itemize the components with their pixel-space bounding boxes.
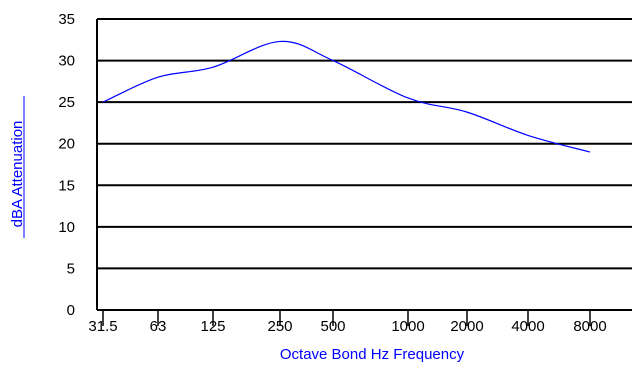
axes — [96, 19, 632, 311]
series-line-0 — [102, 40, 591, 153]
y-tick-label-25: 25 — [58, 94, 75, 111]
x-tick-label-2000: 2000 — [450, 318, 483, 335]
series-lines — [102, 40, 591, 153]
y-tick-labels: 0 5 10 15 20 25 30 35 — [58, 11, 75, 319]
x-axis-title: Octave Bond Hz Frequency — [280, 346, 465, 363]
y-tick-label-35: 35 — [58, 11, 75, 28]
x-tick-label-8000: 8000 — [573, 318, 606, 335]
x-tick-label-250: 250 — [267, 318, 292, 335]
x-tick-label-4000: 4000 — [511, 318, 544, 335]
y-axis-title: dBA Attenuation — [9, 121, 26, 228]
y-tick-label-20: 20 — [58, 136, 75, 153]
y-tick-label-0: 0 — [67, 302, 75, 319]
x-tick-label-31.5: 31.5 — [88, 318, 117, 335]
x-tick-label-125: 125 — [200, 318, 225, 335]
grid-lines — [97, 18, 632, 270]
x-tick-label-1000: 1000 — [391, 318, 424, 335]
x-tick-labels: 31.5 63 125 250 500 1000 2000 4000 8000 — [88, 310, 607, 335]
x-tick-label-63: 63 — [150, 318, 167, 335]
y-tick-label-30: 30 — [58, 53, 75, 70]
y-tick-label-15: 15 — [58, 177, 75, 194]
y-tick-label-5: 5 — [67, 260, 75, 277]
y-tick-label-10: 10 — [58, 219, 75, 236]
x-tick-label-500: 500 — [320, 318, 345, 335]
